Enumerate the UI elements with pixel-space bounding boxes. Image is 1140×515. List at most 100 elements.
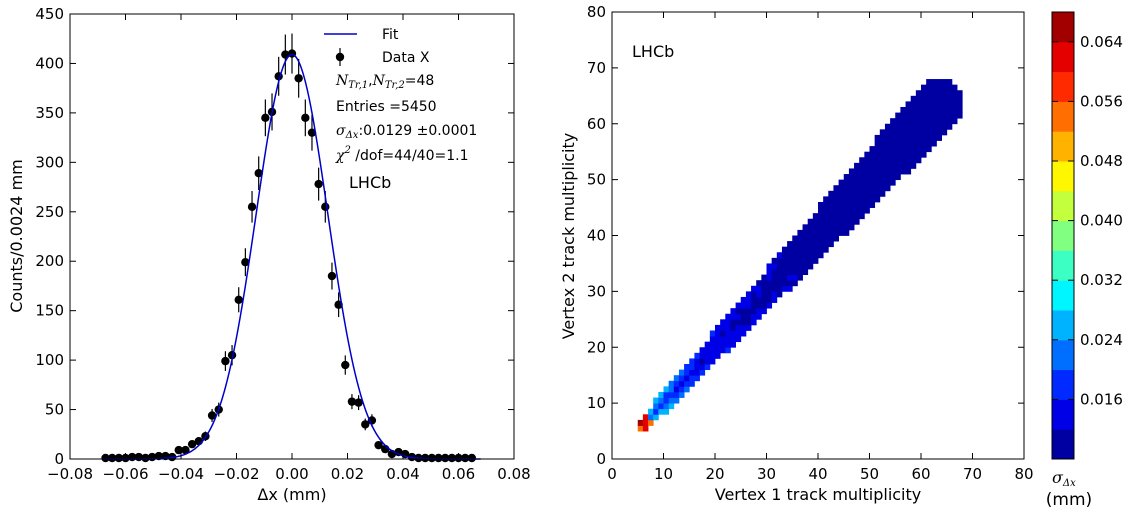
data-point <box>254 169 263 178</box>
colorbar-swatch <box>1052 101 1074 132</box>
heatmap-cell <box>735 319 742 326</box>
heatmap-cell <box>859 185 865 192</box>
heatmap-cell <box>637 419 644 426</box>
data-point <box>314 179 323 189</box>
heatmap-cell <box>957 112 963 119</box>
heatmap-cell <box>884 129 891 136</box>
heatmap-cell <box>792 246 798 253</box>
heatmap-cell <box>699 347 706 354</box>
heatmap-cell <box>797 235 803 242</box>
left-x-tick-label: 0.08 <box>497 465 530 483</box>
heatmap-cell <box>766 274 773 281</box>
left-y-ticks: 0 50 100 150 200 250 300 350 400 450 <box>35 5 514 468</box>
heatmap-cell <box>678 375 685 382</box>
heatmap-cell <box>637 425 644 432</box>
heatmap-cell <box>931 134 937 141</box>
heatmap-cell <box>900 168 906 175</box>
left-lhcb-label: LHCb <box>349 173 391 192</box>
heatmap-cell <box>776 252 783 259</box>
heatmap-cell <box>740 330 747 337</box>
heatmap-cell <box>823 213 829 220</box>
heatmap-cell <box>843 224 850 231</box>
heatmap-cell <box>874 168 881 175</box>
heatmap-cell <box>848 218 855 225</box>
heatmap-cell <box>890 123 896 130</box>
colorbar-unit: (mm) <box>1046 490 1092 510</box>
heatmap-cell <box>936 123 942 130</box>
heatmap-cell <box>684 364 690 370</box>
heatmap-cell <box>833 185 839 192</box>
right-x-tick-label: 60 <box>911 465 930 483</box>
heatmap-cell <box>761 296 767 303</box>
heatmap-cell <box>828 218 834 225</box>
heatmap-cell <box>818 252 824 259</box>
heatmap-cell <box>921 112 927 119</box>
heatmap-cell <box>818 207 824 214</box>
heatmap-cell <box>766 280 773 287</box>
right-y-tick-label: 70 <box>587 59 606 77</box>
heatmap-cell <box>905 101 912 108</box>
heatmap-cell <box>879 179 886 186</box>
heatmap-cell <box>709 347 716 354</box>
heatmap-cell <box>807 257 814 264</box>
heatmap-cell <box>668 380 675 387</box>
heatmap-cell <box>848 196 855 203</box>
data-point <box>141 453 150 463</box>
heatmap-cell <box>828 235 834 242</box>
heatmap-cell <box>890 129 896 136</box>
heatmap-cell <box>910 134 917 141</box>
heatmap-cell <box>879 168 886 175</box>
heatmap-cell <box>864 151 870 158</box>
heatmap-cell <box>828 213 834 220</box>
heatmap-cell <box>869 201 876 208</box>
data-point <box>174 445 183 455</box>
heatmap-cell <box>781 252 788 259</box>
right-y-tick-label: 20 <box>587 338 606 356</box>
heatmap-cell <box>642 419 649 426</box>
legend-entries: Entries =5450 <box>336 99 437 115</box>
heatmap-cell <box>776 280 783 287</box>
heatmap-cell <box>864 179 870 186</box>
heatmap-cell <box>823 229 829 236</box>
heatmap-cell <box>895 123 901 130</box>
data-point <box>101 453 110 463</box>
heatmap-cell <box>689 364 695 370</box>
sigma-sub: Δx <box>345 130 359 141</box>
heatmap-cell <box>905 151 912 158</box>
legend-data-label: Data X <box>382 50 430 66</box>
heatmap-cell <box>900 157 906 164</box>
heatmap-cell <box>905 112 912 119</box>
heatmap-cell <box>802 235 809 242</box>
right-y-tick-label: 0 <box>596 450 606 468</box>
heatmap-cell <box>921 134 927 141</box>
heatmap-cell <box>879 129 886 136</box>
heatmap-cell <box>833 207 839 214</box>
heatmap-cell <box>951 95 958 102</box>
heatmap-cell <box>900 123 906 130</box>
heatmap-cell <box>776 257 783 264</box>
left-y-tick-label: 0 <box>54 450 64 468</box>
heatmap-cell <box>781 263 788 270</box>
heatmap-cell <box>725 341 731 348</box>
heatmap-cell <box>694 364 700 370</box>
heatmap-cell <box>781 246 788 253</box>
heatmap-cell <box>818 246 824 253</box>
heatmap-cell <box>951 84 958 91</box>
heatmap-cell <box>864 162 870 169</box>
heatmap-cell <box>843 185 850 192</box>
heatmap-cell <box>684 380 690 387</box>
heatmap-cell <box>720 341 726 348</box>
heatmap-cell <box>884 134 891 141</box>
data-point <box>440 453 450 463</box>
heatmap-cell <box>838 201 845 208</box>
heatmap-cell <box>900 118 906 125</box>
heatmap-cell <box>781 274 788 281</box>
heatmap-cell <box>709 358 716 365</box>
heatmap-cell <box>818 235 824 242</box>
heatmap-cell <box>838 207 845 214</box>
left-x-tick-label: 0.06 <box>442 465 475 483</box>
right-y-tick-label: 40 <box>587 227 606 245</box>
heatmap-cell <box>936 134 942 141</box>
heatmap-cell <box>725 336 731 343</box>
heatmap-cell <box>761 280 767 287</box>
